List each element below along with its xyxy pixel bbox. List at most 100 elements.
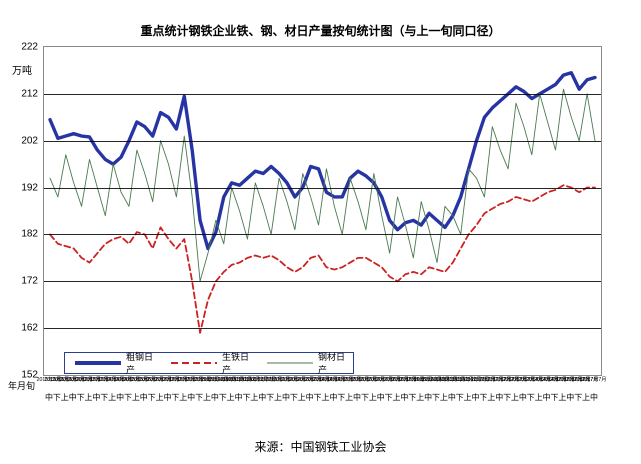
x-major-label: 2016年4月 bbox=[305, 377, 330, 383]
legend-label-crude-steel: 粗钢日产 bbox=[126, 352, 154, 375]
x-major-label: 2015年11月 bbox=[224, 377, 253, 383]
x-minor-label: 上 bbox=[60, 393, 69, 402]
x-minor-label: 上 bbox=[321, 393, 330, 402]
y-axis-unit-label: 万吨 bbox=[12, 66, 32, 77]
x-minor-label: 下 bbox=[100, 393, 109, 402]
x-major-label: 2016年4月 bbox=[313, 377, 338, 383]
x-major-label: 2016年5月 bbox=[336, 377, 362, 383]
x-minor-label: 中 bbox=[518, 393, 527, 402]
x-minor-label: 中 bbox=[234, 393, 243, 402]
gridline bbox=[44, 281, 601, 283]
x-minor-label: 上 bbox=[558, 393, 567, 402]
y-tick-label: 172 bbox=[21, 275, 38, 287]
y-tick-label: 192 bbox=[21, 182, 38, 194]
y-tick-label: 212 bbox=[21, 88, 38, 100]
x-minor-label: 下 bbox=[171, 393, 180, 402]
x-major-label: 2015年3月 bbox=[76, 377, 101, 383]
x-minor-label: 上 bbox=[463, 393, 472, 402]
legend-item-crude-steel: 粗钢日产 bbox=[75, 350, 161, 376]
x-minor-label: 中 bbox=[447, 393, 456, 402]
x-major-label: 2015年1月 bbox=[52, 377, 78, 383]
x-major-label: 2015年8月 bbox=[162, 377, 188, 383]
x-major-label: 2017年4月 bbox=[534, 377, 559, 383]
x-minor-label: 中 bbox=[92, 393, 101, 402]
x-minor-label: 中 bbox=[471, 393, 480, 402]
x-minor-label: 中 bbox=[590, 393, 598, 402]
x-major-label: 2016年5月 bbox=[328, 377, 354, 383]
x-minor-label: 上 bbox=[392, 393, 401, 402]
x-minor-label: 下 bbox=[408, 393, 417, 402]
x-minor-label: 中 bbox=[163, 393, 172, 402]
x-major-label: 2015年6月 bbox=[131, 377, 157, 383]
x-minor-label: 下 bbox=[52, 393, 61, 402]
x-minor-label: 下 bbox=[123, 393, 132, 402]
x-major-label: 2015年6月 bbox=[139, 377, 165, 383]
x-major-label: 2015年2月 bbox=[68, 377, 93, 383]
x-major-label: 2017年5月 bbox=[542, 377, 567, 383]
x-major-label: 2015年4月 bbox=[107, 377, 133, 383]
x-major-label: 2016年9月 bbox=[399, 377, 425, 383]
x-major-label: 2017年2月 bbox=[486, 377, 512, 383]
x-major-label: 2015年3月 bbox=[83, 377, 109, 383]
x-major-label: 2015年4月 bbox=[91, 377, 117, 383]
x-minor-label: 下 bbox=[337, 393, 346, 402]
x-minor-label: 下 bbox=[455, 393, 464, 402]
gridline bbox=[44, 140, 601, 142]
gridline bbox=[44, 234, 601, 236]
legend-item-steel-products: 钢材日产 bbox=[267, 350, 353, 376]
y-tick-label: 182 bbox=[21, 228, 38, 240]
x-major-label: 2015年1月 bbox=[36, 377, 62, 383]
x-major-label: 2016年3月 bbox=[297, 377, 323, 383]
x-major-label: 2015年5月 bbox=[115, 377, 141, 383]
x-minor-label: 上 bbox=[108, 393, 117, 402]
x-minor-label: 下 bbox=[503, 393, 512, 402]
x-major-label: 2017年6月 bbox=[557, 377, 583, 383]
x-major-label: 2017年2月 bbox=[494, 377, 520, 383]
legend-label-steel-products: 钢材日产 bbox=[318, 352, 346, 375]
x-minor-label: 下 bbox=[526, 393, 535, 402]
x-minor-label: 下 bbox=[360, 393, 369, 402]
x-minor-label: 中 bbox=[566, 393, 575, 402]
x-major-label: 2017年7月 bbox=[581, 377, 607, 383]
x-minor-label: 中 bbox=[329, 393, 338, 402]
x-major-label: 2017年5月 bbox=[549, 377, 575, 383]
x-minor-label: 下 bbox=[218, 393, 227, 402]
x-major-label: 2015年7月 bbox=[147, 377, 172, 383]
x-minor-label: 上 bbox=[179, 393, 188, 402]
x-minor-label: 上 bbox=[487, 393, 496, 402]
x-major-label: 2016年9月 bbox=[407, 377, 433, 383]
chart-title: 重点统计钢铁企业铁、钢、材日产量按旬统计图（与上一旬同口径） bbox=[140, 24, 501, 38]
x-minor-label: 下 bbox=[266, 393, 275, 402]
x-minor-label: 中 bbox=[68, 393, 77, 402]
x-minor-label: 中 bbox=[210, 393, 219, 402]
y-tick-label: 152 bbox=[21, 369, 38, 381]
y-tick-label: 202 bbox=[21, 135, 38, 147]
legend-swatch-steel-products bbox=[267, 358, 313, 368]
x-major-label: 2015年2月 bbox=[60, 377, 86, 383]
x-minor-label: 上 bbox=[131, 393, 140, 402]
x-minor-label: 中 bbox=[45, 393, 53, 402]
x-major-label: 2017年3月 bbox=[502, 377, 528, 383]
x-minor-label: 上 bbox=[202, 393, 211, 402]
series-line bbox=[49, 88, 596, 282]
x-major-label: 2016年1月 bbox=[265, 377, 291, 383]
x-major-label: 2016年6月 bbox=[344, 377, 370, 383]
legend-swatch-crude-steel bbox=[75, 358, 121, 368]
x-minor-label: 中 bbox=[376, 393, 385, 402]
x-minor-label: 上 bbox=[155, 393, 164, 402]
x-minor-label: 上 bbox=[297, 393, 306, 402]
x-minor-label: 中 bbox=[139, 393, 148, 402]
x-minor-label: 下 bbox=[479, 393, 488, 402]
x-major-label: 2015年12月 bbox=[240, 377, 269, 383]
x-minor-label: 下 bbox=[574, 393, 583, 402]
x-minor-label: 中 bbox=[424, 393, 433, 402]
x-minor-label: 中 bbox=[400, 393, 409, 402]
x-major-label: 2015年7月 bbox=[155, 377, 180, 383]
x-major-label: 2016年7月 bbox=[360, 377, 386, 383]
x-minor-label: 上 bbox=[511, 393, 519, 402]
x-major-label: 2016年11月 bbox=[430, 377, 458, 383]
legend: 粗钢日产 生铁日产 钢材日产 bbox=[64, 350, 354, 376]
x-major-label: 2016年3月 bbox=[289, 377, 315, 383]
series-canvas bbox=[48, 71, 597, 334]
